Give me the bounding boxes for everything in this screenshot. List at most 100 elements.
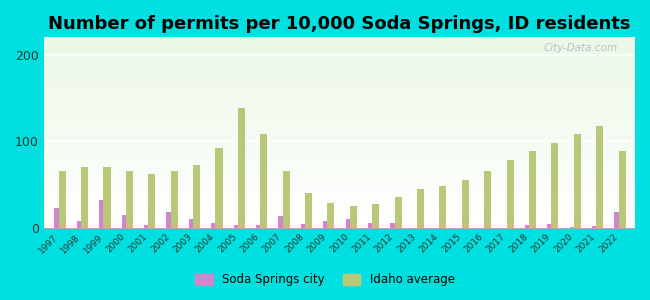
Bar	[44, 117, 635, 118]
Bar	[44, 60, 635, 61]
Bar	[193, 165, 200, 227]
Bar	[44, 156, 635, 157]
Bar	[44, 152, 635, 153]
Bar	[144, 225, 148, 227]
Bar	[44, 88, 635, 89]
Bar	[44, 161, 635, 162]
Bar	[44, 190, 635, 191]
Bar	[44, 107, 635, 108]
Bar	[592, 226, 596, 227]
Bar	[44, 58, 635, 59]
Bar	[44, 87, 635, 88]
Bar	[44, 56, 635, 57]
Bar	[44, 216, 635, 217]
Bar	[44, 89, 635, 90]
Legend: Soda Springs city, Idaho average: Soda Springs city, Idaho average	[190, 269, 460, 291]
Bar	[44, 169, 635, 170]
Bar	[77, 220, 81, 227]
Bar	[44, 54, 635, 56]
Bar	[44, 73, 635, 74]
Bar	[126, 171, 133, 227]
Bar	[44, 194, 635, 195]
Bar	[44, 193, 635, 194]
Bar	[44, 45, 635, 46]
Bar	[238, 108, 245, 227]
Bar	[44, 78, 635, 79]
Bar	[44, 57, 635, 58]
Bar	[44, 177, 635, 178]
Bar	[99, 200, 103, 227]
Bar	[44, 159, 635, 160]
Bar	[44, 109, 635, 110]
Bar	[44, 148, 635, 149]
Bar	[44, 146, 635, 147]
Bar	[122, 215, 126, 227]
Bar	[614, 212, 619, 227]
Bar	[44, 219, 635, 220]
Bar	[44, 70, 635, 72]
Bar	[596, 125, 603, 227]
Bar	[44, 184, 635, 185]
Bar	[44, 170, 635, 171]
Bar	[256, 225, 261, 227]
Bar	[44, 155, 635, 156]
Bar	[44, 119, 635, 120]
Bar	[44, 191, 635, 192]
Bar	[44, 37, 635, 38]
Bar	[44, 176, 635, 177]
Bar	[44, 165, 635, 166]
Bar	[44, 209, 635, 210]
Bar	[44, 94, 635, 95]
Bar	[283, 171, 290, 227]
Bar	[44, 208, 635, 209]
Bar	[44, 121, 635, 122]
Bar	[44, 74, 635, 75]
Bar	[44, 188, 635, 190]
Bar	[44, 210, 635, 211]
Bar	[44, 52, 635, 53]
Bar	[44, 163, 635, 164]
Bar	[44, 167, 635, 168]
Bar	[44, 153, 635, 154]
Bar	[44, 68, 635, 69]
Bar	[44, 43, 635, 44]
Bar	[44, 222, 635, 223]
Bar	[44, 114, 635, 115]
Bar	[44, 172, 635, 173]
Bar	[44, 202, 635, 203]
Bar	[148, 174, 155, 227]
Bar	[44, 91, 635, 92]
Bar	[260, 134, 267, 227]
Bar	[44, 132, 635, 134]
Bar	[44, 85, 635, 86]
Bar	[44, 111, 635, 112]
Bar	[44, 195, 635, 196]
Bar	[44, 166, 635, 167]
Bar	[44, 115, 635, 116]
Bar	[44, 205, 635, 206]
Bar	[525, 225, 529, 227]
Bar	[439, 186, 447, 227]
Bar	[44, 44, 635, 45]
Bar	[44, 226, 635, 227]
Bar	[44, 61, 635, 62]
Bar	[44, 124, 635, 125]
Bar	[44, 41, 635, 42]
Bar	[44, 203, 635, 204]
Bar	[44, 187, 635, 188]
Bar	[323, 221, 328, 227]
Bar	[44, 63, 635, 64]
Bar	[44, 42, 635, 43]
Bar	[44, 77, 635, 78]
Bar	[44, 104, 635, 105]
Bar	[44, 67, 635, 68]
Bar	[44, 180, 635, 181]
Bar	[44, 51, 635, 52]
Bar	[44, 135, 635, 136]
Bar	[44, 151, 635, 152]
Bar	[44, 221, 635, 222]
Bar	[44, 157, 635, 158]
Bar	[44, 99, 635, 100]
Bar	[328, 203, 335, 227]
Bar	[391, 223, 395, 227]
